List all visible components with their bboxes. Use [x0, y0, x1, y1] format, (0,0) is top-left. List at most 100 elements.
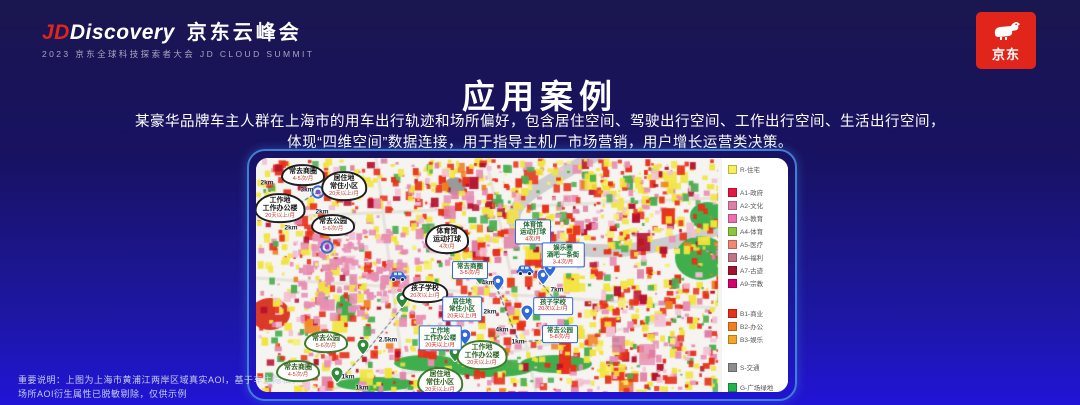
annotation-frequency: 20天以上/月 — [447, 313, 477, 320]
annotation-title: 常去商圈 — [457, 263, 483, 271]
jd-dog-icon — [994, 21, 1020, 40]
legend-label: A4-体育 — [740, 229, 764, 236]
annotation-title: 孩子学校 — [411, 285, 439, 293]
map-annotation: 孩子学校 20次以上/月 — [402, 281, 448, 303]
legend-swatch — [728, 226, 737, 236]
target-marker-icon — [320, 240, 334, 254]
annotation-title: 工作地 — [269, 197, 291, 205]
legend-item: A4-体育 — [728, 226, 763, 236]
legend-item: B1-商业 — [728, 308, 763, 318]
annotation-title: 工作办公楼 — [423, 334, 457, 342]
annotation-frequency: 20天以上/月 — [425, 342, 455, 349]
map-annotation: 居住地 常住小区 20天以上/月 — [417, 367, 463, 392]
annotation-title: 运动打球 — [433, 236, 461, 244]
legend-label: R-住宅 — [740, 167, 760, 174]
legend-label: A5-医疗 — [740, 242, 764, 249]
legend-item: R-住宅 — [728, 164, 760, 174]
jd-logo-text: 京东 — [991, 46, 1020, 62]
legend-swatch — [728, 187, 737, 197]
legend-swatch — [728, 321, 737, 331]
legend-swatch — [728, 213, 737, 223]
distance-label: 7km — [550, 286, 564, 294]
car-icon — [389, 270, 408, 282]
map-pin-icon — [356, 338, 370, 356]
annotation-title: 体育馆 — [523, 221, 543, 229]
legend-label: B1-商业 — [740, 311, 764, 318]
map-annotation: 常去商圈 4-5次/月 — [281, 164, 325, 186]
annotation-title: 常去公园 — [312, 335, 340, 343]
map-pin-icon — [491, 274, 505, 292]
distance-label: 4km — [495, 326, 509, 334]
annotation-frequency: 3-4次/月 — [552, 259, 574, 266]
annotation-title: 运动打球 — [520, 228, 546, 236]
distance-label: 2km — [483, 308, 497, 316]
legend-swatch — [728, 200, 737, 210]
distance-label: 3km — [300, 186, 314, 194]
annotation-title: 居住地 — [429, 371, 451, 379]
legend-item: A1-政府 — [728, 187, 763, 197]
disclaimer-line1: 重要说明：上图为上海市黄浦江两岸区域真实AOI，基于车主隐私， — [18, 375, 302, 385]
annotation-frequency: 20天以上/月 — [329, 191, 359, 198]
legend-item: A6-福利 — [728, 252, 763, 262]
distance-label: 2km — [315, 208, 329, 216]
legend-item: A5-医疗 — [728, 239, 763, 249]
annotation-title: 常去商圈 — [289, 168, 317, 176]
disclaimer: 重要说明：上图为上海市黄浦江两岸区域真实AOI，基于车主隐私， 场所AOI衍生属… — [18, 374, 301, 401]
annotation-title: 常去公园 — [319, 218, 347, 226]
annotation-frequency: 5-6次/月 — [315, 343, 337, 350]
annotation-title: 常住小区 — [426, 379, 454, 387]
legend-item: B3-娱乐 — [728, 334, 763, 344]
legend-label: G-广场绿地 — [740, 385, 774, 392]
legend-swatch — [728, 239, 737, 249]
page-title: 应用案例 — [462, 78, 618, 115]
legend-swatch — [728, 265, 737, 275]
annotation-title: 居住地 — [452, 298, 472, 306]
annotation-frequency: 4次/月 — [439, 244, 455, 251]
legend-item: A2-文化 — [728, 200, 763, 210]
legend-label: A9-宗教 — [740, 281, 764, 288]
distance-label: 1km — [355, 384, 369, 392]
annotation-title: 工作地 — [430, 327, 450, 335]
disclaimer-line2: 场所AOI衍生属性已脱敏剔除，仅供示例 — [18, 388, 188, 399]
annotation-frequency: 4-5次/月 — [287, 372, 309, 379]
legend-label: A1-政府 — [740, 190, 764, 197]
distance-label: 2.5km — [378, 336, 398, 344]
annotation-frequency: 4次/月 — [525, 236, 541, 243]
shanghai-aoi-map: 常去商圈 4-5次/月 居住地 常住小区 20天以上/月 工作地 工作办公楼 20天以上/月常… — [256, 158, 788, 392]
map-annotation: 体育馆 运动打球 4次/月 — [515, 219, 551, 245]
map-annotation: 居住地 常住小区 20天以上/月 — [442, 296, 482, 322]
legend-item: A9-宗教 — [728, 278, 763, 288]
event-subtitle: 2023 京东全球科技探索者大会 JD CLOUD SUMMIT — [42, 49, 315, 59]
map-annotation: 常去公园 5-8次/月 — [542, 325, 578, 343]
annotation-frequency: 20天以上/月 — [265, 213, 295, 220]
car-icon — [516, 264, 535, 276]
annotation-frequency: 20次以上/月 — [538, 306, 568, 313]
distance-label: 1km — [511, 338, 525, 346]
annotation-title: 娱乐圈 — [553, 244, 573, 252]
annotation-title: 孩子学校 — [540, 299, 566, 307]
legend-label: B2-办公 — [740, 324, 764, 331]
legend-swatch — [728, 252, 737, 262]
legend-label: A7-古迹 — [740, 268, 764, 275]
event-logo: JDDiscovery 京东云峰会 2023 京东全球科技探索者大会 JD CL… — [42, 16, 314, 60]
distance-label: 2km — [260, 179, 274, 187]
annotation-frequency: 4-5次/月 — [292, 176, 314, 183]
map-annotation: 工作地 工作办公楼 20天以上/月 — [456, 340, 508, 370]
legend-swatch — [728, 278, 737, 288]
jdd-logo: JDDiscovery — [42, 21, 175, 44]
map-annotation: 体育馆 运动打球 4次/月 — [425, 224, 469, 254]
annotation-title: 常去商圈 — [284, 364, 312, 372]
legend-label: B3-娱乐 — [740, 337, 764, 344]
map-annotation: 常去公园 5-6次/月 — [304, 331, 348, 353]
distance-label: 4km — [481, 279, 495, 287]
legend-label: A6-福利 — [740, 255, 764, 262]
legend-item: A3-教育 — [728, 213, 763, 223]
map-annotation: 常去公园 5-6次/月 — [311, 214, 355, 236]
annotation-frequency: 20天以上/月 — [467, 360, 497, 367]
map-annotation: 娱乐圈 酒吧一条街 3-4次/月 — [541, 242, 585, 268]
subtitle: 某豪华品牌车主人群在上海市的用车出行轨迹和场所偏好，包含居住空间、驾驶出行空间、… — [0, 112, 1080, 154]
map-annotation: 居住地 常住小区 20天以上/月 — [321, 171, 367, 201]
subtitle-line1: 某豪华品牌车主人群在上海市的用车出行轨迹和场所偏好，包含居住空间、驾驶出行空间、… — [135, 114, 945, 130]
distance-label: 2km — [284, 224, 298, 232]
